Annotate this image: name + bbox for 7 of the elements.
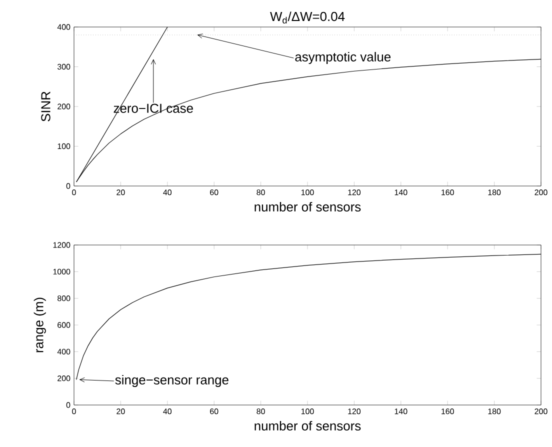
- annotation: asymptotic value: [295, 52, 391, 64]
- x-axis-title: number of sensors: [254, 420, 361, 431]
- y-axis-title: range (m): [34, 298, 46, 352]
- chart-title: W$_{d}$/ΔW=0.04: [270, 12, 345, 24]
- x-axis-title: number of sensors: [254, 202, 361, 212]
- y-axis-title: SINR: [41, 92, 50, 122]
- annotation: singe−sensor range: [115, 374, 228, 388]
